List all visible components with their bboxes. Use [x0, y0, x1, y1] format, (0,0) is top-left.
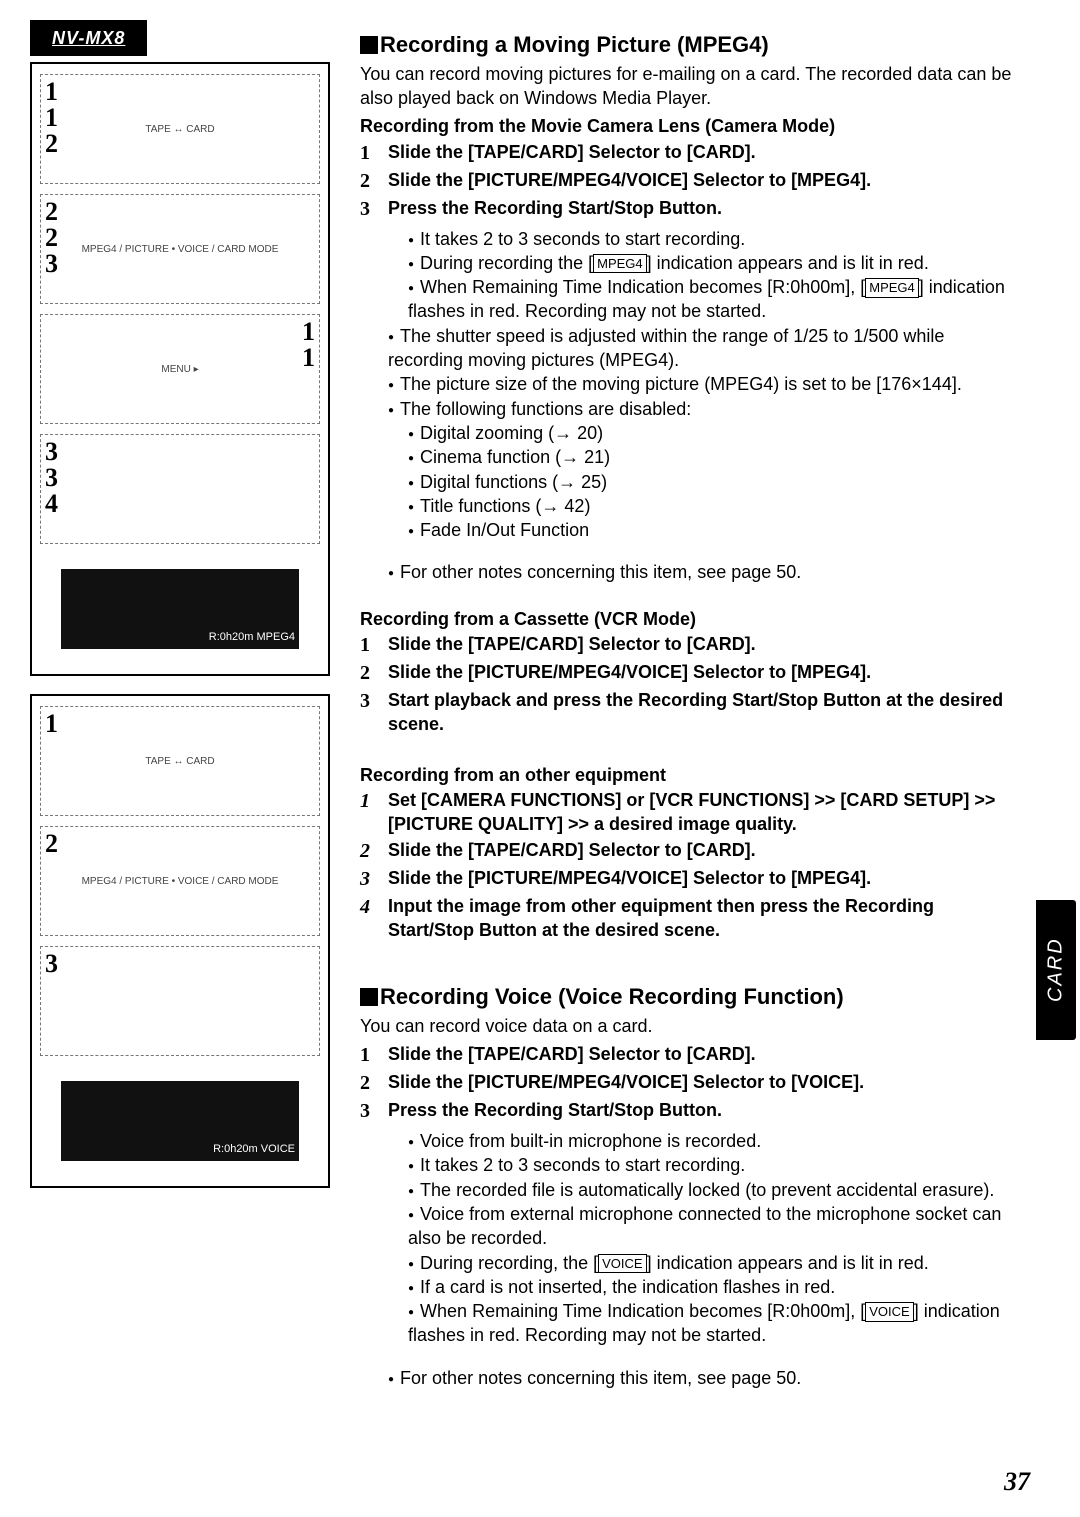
sub-a-steps: 1Slide the [TAPE/CARD] Selector to [CARD… [360, 140, 1020, 223]
sub-a-outer-bullets: The shutter speed is adjusted within the… [360, 324, 1020, 421]
model-tab: NV-MX8 [30, 20, 147, 56]
diagram-2b: 2 MPEG4 / PICTURE • VOICE / CARD MODE [40, 826, 320, 936]
section1-intro: You can record moving pictures for e-mai… [360, 62, 1020, 111]
diagram-box-2: 1 TAPE ↔ CARD 2 MPEG4 / PICTURE • VOICE … [30, 694, 330, 1188]
sub-a-footnote: For other notes concerning this item, se… [360, 560, 1020, 584]
diagram-box-1: 112 TAPE ↔ CARD 223 MPEG4 / PICTURE • VO… [30, 62, 330, 676]
sub-c-steps: 1Set [CAMERA FUNCTIONS] or [VCR FUNCTION… [360, 788, 1020, 942]
sub-b-steps: 1Slide the [TAPE/CARD] Selector to [CARD… [360, 632, 1020, 737]
sub-c-heading: Recording from an other equipment [360, 763, 1020, 787]
sub-a-heading: Recording from the Movie Camera Lens (Ca… [360, 114, 1020, 138]
section2-steps: 1Slide the [TAPE/CARD] Selector to [CARD… [360, 1042, 1020, 1125]
diagram-2c: 3 [40, 946, 320, 1056]
diagram-2-lcd: R:0h20m VOICE [40, 1066, 320, 1176]
sub-b-heading: Recording from a Cassette (VCR Mode) [360, 607, 1020, 631]
diagram-1-lcd: R:0h20m MPEG4 [40, 554, 320, 664]
left-column: NV-MX8 112 TAPE ↔ CARD 223 MPEG4 / PICTU… [0, 0, 340, 1517]
right-column: Recording a Moving Picture (MPEG4) You c… [340, 0, 1080, 1517]
disabled-functions: Digital zooming (→ 20) Cinema function (… [360, 421, 1020, 542]
diagram-1a: 112 TAPE ↔ CARD [40, 74, 320, 184]
section1-title: Recording a Moving Picture (MPEG4) [360, 30, 1020, 60]
sub-a-inner-bullets: It takes 2 to 3 seconds to start recordi… [360, 227, 1020, 324]
diagram-1c: 11 MENU ▸ [40, 314, 320, 424]
page-number: 37 [1004, 1464, 1030, 1499]
diagram-2a: 1 TAPE ↔ CARD [40, 706, 320, 816]
section2-footnote: For other notes concerning this item, se… [360, 1366, 1020, 1390]
section2-intro: You can record voice data on a card. [360, 1014, 1020, 1038]
side-tab-card: CARD [1036, 900, 1076, 1040]
section2-title: Recording Voice (Voice Recording Functio… [360, 982, 1020, 1012]
section2-bullets: Voice from built-in microphone is record… [360, 1129, 1020, 1348]
diagram-1d: 334 [40, 434, 320, 544]
diagram-1b: 223 MPEG4 / PICTURE • VOICE / CARD MODE [40, 194, 320, 304]
